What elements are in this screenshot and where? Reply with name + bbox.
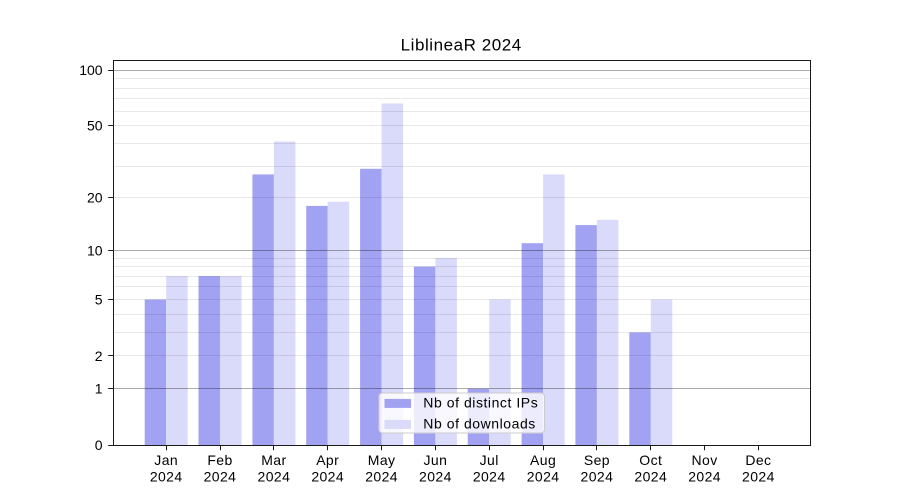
svg-text:5: 5 — [95, 292, 103, 308]
svg-text:Sep: Sep — [584, 452, 610, 468]
svg-text:May: May — [368, 452, 396, 468]
svg-text:2024: 2024 — [204, 469, 237, 485]
svg-text:2024: 2024 — [473, 469, 506, 485]
svg-text:Jul: Jul — [480, 452, 499, 468]
svg-text:2024: 2024 — [258, 469, 291, 485]
svg-text:Feb: Feb — [207, 452, 232, 468]
svg-text:100: 100 — [79, 62, 103, 78]
svg-text:Jan: Jan — [154, 452, 178, 468]
svg-text:2024: 2024 — [688, 469, 721, 485]
svg-text:2024: 2024 — [365, 469, 398, 485]
svg-text:10: 10 — [87, 242, 103, 258]
svg-text:2024: 2024 — [742, 469, 775, 485]
svg-text:Oct: Oct — [639, 452, 662, 468]
svg-text:Mar: Mar — [261, 452, 286, 468]
svg-text:2024: 2024 — [419, 469, 452, 485]
svg-text:Apr: Apr — [316, 452, 339, 468]
svg-text:0: 0 — [95, 437, 103, 453]
svg-text:2024: 2024 — [150, 469, 183, 485]
svg-text:LiblineaR 2024: LiblineaR 2024 — [401, 35, 522, 54]
svg-text:Nb of distinct IPs: Nb of distinct IPs — [423, 395, 538, 411]
svg-text:Dec: Dec — [745, 452, 771, 468]
svg-text:2024: 2024 — [527, 469, 560, 485]
svg-text:50: 50 — [87, 118, 103, 134]
svg-text:2024: 2024 — [581, 469, 614, 485]
svg-text:Nov: Nov — [692, 452, 718, 468]
svg-text:Aug: Aug — [530, 452, 556, 468]
svg-text:20: 20 — [87, 190, 103, 206]
svg-text:1: 1 — [95, 381, 103, 397]
svg-text:Nb of downloads: Nb of downloads — [423, 416, 536, 432]
svg-text:2024: 2024 — [634, 469, 667, 485]
svg-text:2: 2 — [95, 348, 103, 364]
svg-text:Jun: Jun — [424, 452, 448, 468]
svg-text:2024: 2024 — [311, 469, 344, 485]
